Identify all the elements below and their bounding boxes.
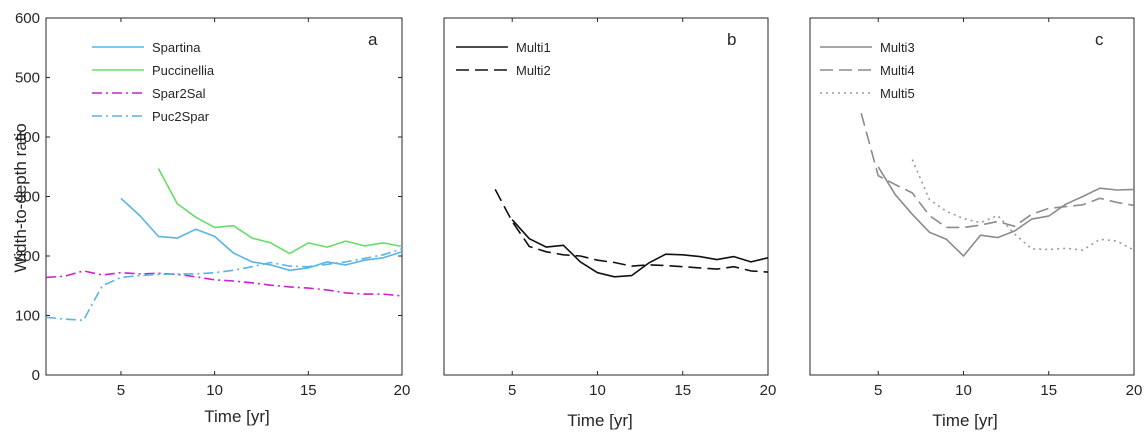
y-tick-label: 600 [15, 10, 40, 27]
x-tick-label: 15 [300, 382, 317, 399]
y-tick-label: 500 [15, 70, 40, 87]
series-line-multi4 [860, 112, 1135, 229]
y-tick-label: 200 [15, 248, 40, 265]
x-tick-label: 5 [508, 382, 516, 399]
legend-label-puccinellia: Puccinellia [152, 63, 215, 78]
x-tick-label: 10 [206, 382, 223, 399]
legend-label-multi1: Multi1 [516, 40, 551, 55]
legend-label-multi4: Multi4 [880, 63, 915, 78]
series-line-spartina [120, 197, 403, 272]
panel-a: a 0 100 200 300 400 500 600 5 10 15 20 Spartina Pu… [15, 10, 410, 426]
panel-b-legend: Multi1 Multi2 [456, 40, 551, 78]
legend-label-puc2spar: Puc2Spar [152, 109, 210, 124]
series-line-spar2sal [45, 270, 403, 297]
panel-b: b 5 10 15 20 Multi1 Multi2 Time [yr] [443, 17, 776, 430]
series-line-multi3 [877, 166, 1135, 257]
panel-c-xlabel: Time [yr] [932, 411, 997, 430]
legend-label-multi3: Multi3 [880, 40, 915, 55]
series-line-puc2spar [45, 248, 403, 322]
y-axis-label: Width-to-depth ratio [11, 123, 30, 272]
panel-a-legend: Spartina Puccinellia Spar2Sal Puc2Spar [92, 40, 215, 124]
panel-b-frame [443, 17, 769, 376]
series-line-multi5 [911, 159, 1135, 251]
panel-a-series [45, 168, 403, 322]
panel-c-series [860, 112, 1135, 257]
series-line-multi2 [494, 189, 769, 273]
y-tick-label: 300 [15, 189, 40, 206]
legend-label-multi2: Multi2 [516, 63, 551, 78]
y-tick-label: 0 [32, 367, 40, 384]
panel-b-xlabel: Time [yr] [567, 411, 632, 430]
panel-c-xticks: 5 10 15 20 [874, 18, 1142, 399]
x-tick-label: 5 [117, 382, 125, 399]
panel-a-yticks: 0 100 200 300 400 500 600 [15, 10, 402, 384]
panel-b-xticks: 5 10 15 20 [508, 18, 776, 399]
panel-c: c 5 10 15 20 Multi3 Multi4 Multi5 Time [yr] [809, 17, 1142, 430]
panel-b-letter: b [727, 30, 736, 49]
x-tick-label: 5 [874, 382, 882, 399]
panel-c-letter: c [1095, 30, 1104, 49]
x-tick-label: 20 [760, 382, 777, 399]
panel-a-xlabel: Time [yr] [204, 407, 269, 426]
panel-a-xticks: 5 10 15 20 [117, 18, 411, 399]
panel-a-letter: a [368, 30, 378, 49]
panel-a-frame [45, 17, 403, 376]
y-tick-label: 400 [15, 129, 40, 146]
series-line-multi1 [511, 219, 769, 278]
x-tick-label: 15 [1040, 382, 1057, 399]
legend-label-spar2sal: Spar2Sal [152, 86, 206, 101]
legend-label-spartina: Spartina [152, 40, 201, 55]
panel-b-series [494, 189, 769, 278]
x-tick-label: 20 [1126, 382, 1143, 399]
legend-label-multi5: Multi5 [880, 86, 915, 101]
panel-c-legend: Multi3 Multi4 Multi5 [820, 40, 915, 101]
panel-c-frame [809, 17, 1135, 376]
x-tick-label: 20 [394, 382, 411, 399]
y-tick-label: 100 [15, 308, 40, 325]
series-line-puccinellia [157, 168, 403, 255]
x-tick-label: 15 [674, 382, 691, 399]
x-tick-label: 10 [589, 382, 606, 399]
x-tick-label: 10 [955, 382, 972, 399]
